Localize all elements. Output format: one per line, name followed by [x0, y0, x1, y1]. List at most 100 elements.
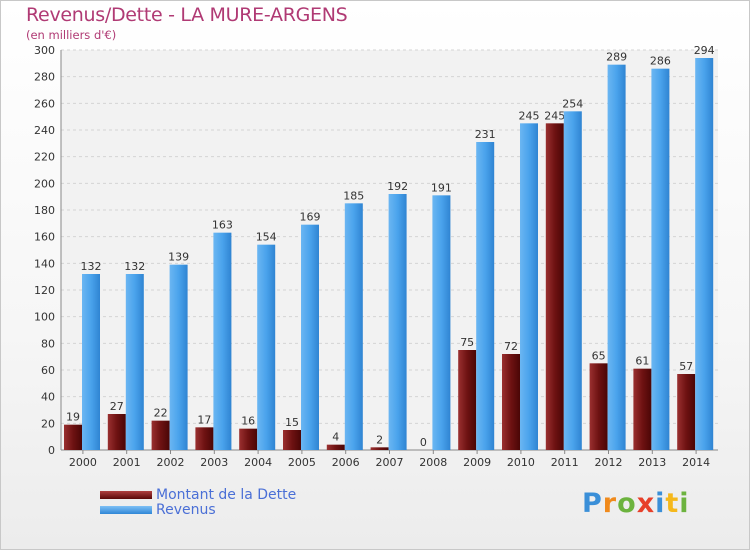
y-tick-label: 200 — [34, 177, 55, 190]
bar-debt — [107, 414, 126, 450]
data-label-revenue: 294 — [694, 44, 715, 57]
data-label-debt: 19 — [66, 411, 80, 424]
y-tick-label: 260 — [34, 97, 55, 110]
x-tick-label: 2010 — [507, 456, 535, 469]
bar-revenue — [301, 224, 319, 450]
chart-subtitle: (en milliers d'€) — [26, 28, 117, 42]
bar-debt — [370, 447, 389, 450]
bar-debt — [677, 374, 696, 450]
bar-debt — [195, 427, 214, 450]
bar-debt — [502, 354, 520, 450]
x-tick-label: 2000 — [69, 456, 97, 469]
data-label-debt: 65 — [592, 349, 606, 362]
y-tick-label: 100 — [34, 311, 55, 324]
proxiti-logo: Proxiti — [582, 488, 690, 519]
logo-letter: P — [582, 488, 603, 519]
x-tick-label: 2014 — [682, 456, 710, 469]
legend-swatch-revenue — [100, 505, 152, 514]
y-tick-label: 120 — [34, 284, 55, 297]
legend-item-revenue: Revenus — [100, 501, 296, 518]
bar-debt — [589, 363, 608, 450]
data-label-revenue: 132 — [81, 260, 102, 273]
bar-revenue — [257, 244, 276, 450]
data-label-debt: 57 — [679, 360, 693, 373]
bar-debt — [326, 444, 345, 450]
legend-label-debt: Montant de la Dette — [156, 486, 297, 503]
bar-debt — [151, 420, 170, 450]
data-label-debt: 16 — [241, 415, 255, 428]
y-tick-label: 220 — [34, 151, 55, 164]
y-tick-label: 300 — [34, 44, 55, 57]
bar-revenue — [344, 203, 363, 450]
data-label-revenue: 139 — [168, 251, 189, 264]
data-label-revenue: 231 — [475, 128, 496, 141]
x-tick-label: 2005 — [288, 456, 316, 469]
logo-letter: r — [602, 488, 618, 519]
logo-letter: o — [617, 488, 637, 519]
data-label-debt: 27 — [110, 400, 124, 413]
data-label-revenue: 154 — [256, 231, 277, 244]
y-tick-label: 280 — [34, 71, 55, 84]
data-label-debt: 4 — [332, 431, 339, 444]
chart-title: Revenus/Dette - LA MURE-ARGENS — [26, 4, 348, 26]
y-tick-label: 40 — [41, 391, 55, 404]
data-label-debt: 15 — [285, 416, 299, 429]
bar-revenue — [388, 194, 407, 450]
y-tick-label: 60 — [41, 364, 55, 377]
bar-revenue — [476, 142, 495, 450]
bar-revenue — [563, 111, 582, 450]
y-tick-label: 180 — [34, 204, 55, 217]
bar-revenue — [213, 232, 232, 450]
bar-debt — [458, 350, 477, 450]
y-tick-label: 140 — [34, 257, 55, 270]
y-tick-label: 160 — [34, 231, 55, 244]
data-label-debt: 17 — [197, 413, 211, 426]
bar-debt — [283, 430, 301, 450]
data-label-revenue: 185 — [343, 189, 364, 202]
data-label-debt: 0 — [420, 436, 427, 449]
x-tick-label: 2009 — [463, 456, 491, 469]
data-label-revenue: 169 — [300, 211, 321, 224]
x-tick-label: 2013 — [638, 456, 666, 469]
logo-letter: t — [665, 488, 680, 519]
data-label-revenue: 192 — [387, 180, 408, 193]
data-label-debt: 72 — [504, 340, 518, 353]
x-tick-label: 2003 — [200, 456, 228, 469]
bar-debt — [633, 368, 652, 450]
data-label-debt: 22 — [154, 407, 168, 420]
data-label-debt: 245 — [544, 109, 565, 122]
legend-item-debt: Montant de la Dette — [100, 486, 297, 503]
data-label-revenue: 191 — [431, 181, 452, 194]
data-label-debt: 61 — [635, 355, 649, 368]
y-tick-label: 20 — [41, 417, 55, 430]
data-label-revenue: 286 — [650, 55, 671, 68]
bar-revenue — [520, 123, 538, 450]
data-label-revenue: 289 — [606, 51, 627, 64]
x-tick-label: 2012 — [595, 456, 623, 469]
logo-letter: i — [679, 488, 690, 519]
bar-debt — [545, 123, 564, 450]
data-label-debt: 2 — [376, 433, 383, 446]
bar-revenue — [432, 195, 451, 450]
x-tick-label: 2007 — [376, 456, 404, 469]
x-tick-label: 2004 — [244, 456, 272, 469]
y-tick-label: 240 — [34, 124, 55, 137]
y-tick-label: 80 — [41, 337, 55, 350]
x-tick-label: 2011 — [551, 456, 579, 469]
data-label-revenue: 163 — [212, 219, 233, 232]
bar-revenue — [125, 274, 144, 450]
bar-debt — [239, 428, 258, 450]
data-label-revenue: 132 — [124, 260, 145, 273]
bar-revenue — [169, 264, 188, 450]
data-label-debt: 75 — [460, 336, 474, 349]
bar-revenue — [695, 58, 714, 450]
bar-revenue — [651, 68, 670, 451]
data-label-revenue: 245 — [519, 109, 540, 122]
legend-swatch-debt — [100, 490, 152, 499]
bar-revenue — [82, 274, 100, 450]
data-label-revenue: 254 — [562, 97, 583, 110]
legend-label-revenue: Revenus — [156, 501, 216, 518]
logo-letter: x — [636, 488, 656, 519]
x-tick-label: 2006 — [332, 456, 360, 469]
